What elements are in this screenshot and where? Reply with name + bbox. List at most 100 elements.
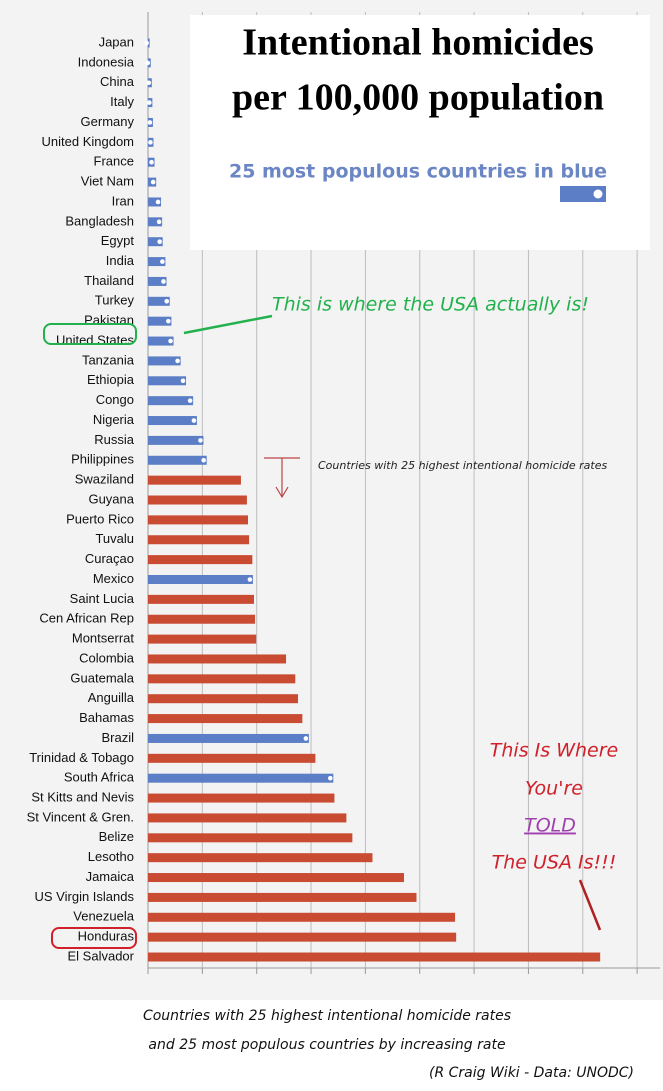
bar: [148, 634, 257, 644]
bar: [148, 237, 163, 247]
y-tick-label: Japan: [99, 34, 134, 49]
bar: [148, 714, 303, 724]
y-tick-label: Honduras: [78, 929, 135, 944]
y-tick-label: Trinidad & Tobago: [29, 750, 134, 765]
bar-dot: [146, 80, 152, 86]
bar: [148, 257, 166, 267]
bar-dot: [148, 140, 153, 145]
annotation: TOLD: [524, 815, 576, 837]
bar: [148, 495, 247, 505]
y-tick-label: Egypt: [101, 233, 135, 248]
bar-dot: [160, 259, 165, 264]
bar: [148, 753, 316, 763]
y-tick-label: Germany: [81, 114, 135, 129]
bar: [148, 356, 181, 366]
bar: [148, 694, 298, 704]
bar-dot: [164, 299, 170, 304]
bar: [148, 614, 256, 624]
bar-dot: [155, 199, 161, 205]
bar-dot: [147, 120, 153, 125]
bar: [148, 416, 197, 426]
y-tick-label: Thailand: [84, 273, 134, 288]
y-tick-label: Guatemala: [70, 670, 134, 685]
annotation-line: [183, 314, 273, 335]
bar-dot: [191, 418, 197, 423]
y-tick-label: El Salvador: [68, 948, 135, 963]
bar-dot: [150, 179, 156, 185]
bar-dot: [175, 358, 180, 364]
bar: [148, 197, 162, 207]
bar: [148, 555, 253, 565]
y-tick-label: Ethiopia: [87, 372, 135, 387]
y-tick-label: Puerto Rico: [66, 511, 134, 526]
bar: [148, 455, 207, 465]
y-tick-label: Belize: [99, 829, 134, 844]
bar-dot: [328, 775, 333, 781]
y-tick-label: Bangladesh: [65, 213, 134, 228]
y-tick-label: Italy: [110, 94, 134, 109]
legend-swatch: [560, 186, 606, 202]
y-tick-label: Anguilla: [88, 690, 135, 705]
bar: [148, 952, 601, 962]
subtitle: 25 most populous countries in blue: [229, 161, 607, 183]
bar-dot: [187, 398, 193, 403]
y-tick-label: Russia: [94, 432, 135, 447]
bar: [148, 376, 187, 386]
y-tick-label: Indonesia: [78, 54, 135, 69]
y-tick-label: Tanzania: [82, 352, 135, 367]
bar: [148, 853, 373, 863]
bar-dot: [168, 338, 173, 344]
bar: [148, 773, 334, 783]
y-tick-label: Lesotho: [88, 849, 134, 864]
bar: [148, 336, 174, 346]
bar-dot: [198, 438, 203, 443]
y-tick-label: United Kingdom: [42, 134, 135, 149]
bar: [148, 912, 456, 922]
title-box: [190, 15, 650, 250]
bar: [148, 892, 417, 902]
chart-title: per 100,000 population: [232, 77, 604, 119]
y-tick-label: Iran: [112, 193, 134, 208]
bar: [148, 833, 353, 843]
bar: [148, 475, 241, 485]
bar: [148, 535, 250, 545]
bar: [148, 276, 167, 286]
bar: [148, 674, 296, 684]
bar: [148, 435, 204, 445]
y-tick-label: US Virgin Islands: [35, 889, 135, 904]
bar-dot: [144, 40, 149, 46]
y-tick-label: Jamaica: [86, 869, 135, 884]
bar-dot: [147, 100, 152, 105]
bar: [148, 296, 170, 306]
y-tick-label: Congo: [96, 392, 134, 407]
bar-dot: [303, 736, 309, 741]
bar-dot: [156, 219, 162, 225]
y-tick-label: Nigeria: [93, 412, 135, 427]
highlight-box: [51, 927, 137, 949]
y-tick-label: Saint Lucia: [70, 591, 135, 606]
y-tick-label: Pakistan: [84, 313, 134, 328]
y-tick-label: China: [100, 74, 135, 89]
y-tick-label: Philippines: [71, 452, 134, 467]
bar: [148, 932, 457, 942]
y-tick-label: Brazil: [101, 730, 134, 745]
footnote: (R Craig Wiki - Data: UNODC): [429, 1065, 634, 1081]
y-tick-label: Mexico: [93, 571, 134, 586]
annotation: The USA Is!!!: [492, 852, 617, 874]
y-tick-label: France: [94, 154, 134, 169]
bar-dot: [145, 60, 151, 66]
y-tick-label: Viet Nam: [81, 174, 134, 189]
footnote: Countries with 25 highest intentional ho…: [143, 1008, 511, 1024]
annotation: You're: [525, 778, 583, 800]
annotation: This is where the USA actually is!: [272, 294, 589, 316]
y-tick-label: United States: [56, 332, 135, 347]
bar-dot: [161, 279, 166, 284]
annotation: Countries with 25 highest intentional ho…: [318, 459, 607, 472]
y-tick-label: India: [106, 253, 135, 268]
y-tick-label: Colombia: [79, 650, 135, 665]
bar: [148, 813, 347, 823]
y-tick-label: South Africa: [64, 770, 135, 785]
footnote: and 25 most populous countries by increa…: [148, 1037, 505, 1053]
annotation: This Is Where: [490, 740, 618, 762]
y-tick-label: Venezuela: [73, 909, 134, 924]
